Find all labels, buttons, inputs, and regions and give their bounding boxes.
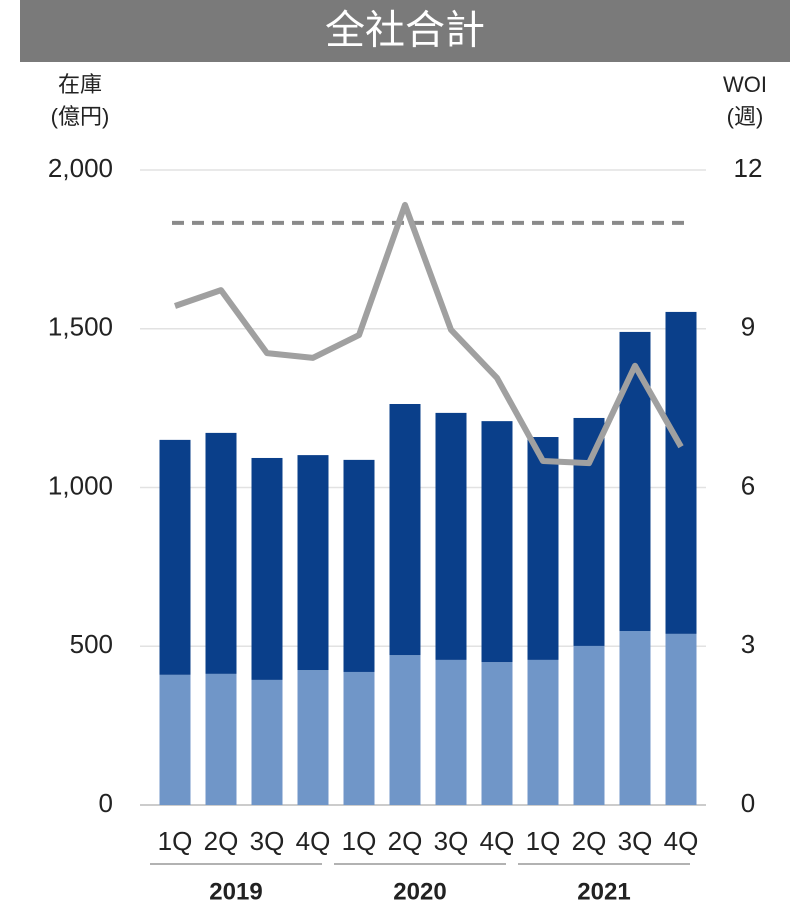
bar <box>297 670 329 805</box>
bar <box>619 331 651 632</box>
bar <box>297 455 329 671</box>
x-tick-label: 2Q <box>572 826 607 856</box>
x-tick-label: 2Q <box>388 826 423 856</box>
bar <box>343 459 375 672</box>
bar <box>435 412 467 660</box>
bar <box>665 311 697 634</box>
y2-tick-label: 9 <box>741 312 755 342</box>
bar <box>665 633 697 805</box>
x-tick-label: 2Q <box>204 826 239 856</box>
title-bar <box>20 0 790 62</box>
bar <box>619 631 651 805</box>
bar <box>205 673 237 805</box>
y2-axis-label: WOI <box>723 72 767 97</box>
bar <box>527 437 559 660</box>
bar <box>343 671 375 805</box>
group-label: 2020 <box>393 878 446 905</box>
group-label: 2019 <box>209 878 262 905</box>
x-tick-label: 1Q <box>526 826 561 856</box>
x-tick-label: 4Q <box>480 826 515 856</box>
x-tick-label: 1Q <box>158 826 193 856</box>
y2-tick-label: 0 <box>741 788 755 818</box>
x-tick-label: 3Q <box>618 826 653 856</box>
x-tick-label: 3Q <box>250 826 285 856</box>
chart-title: 全社合計 <box>325 9 485 53</box>
bar <box>527 659 559 805</box>
line <box>174 201 684 467</box>
bar <box>481 421 513 663</box>
x-tick-label: 4Q <box>664 826 699 856</box>
y-axis-label: (億円) <box>51 104 110 129</box>
y2-tick-label: 3 <box>741 629 755 659</box>
y2-tick-label: 12 <box>734 153 763 183</box>
bar <box>389 655 421 805</box>
bar <box>573 645 605 805</box>
bar <box>389 403 421 656</box>
y-tick-label: 1,500 <box>48 312 113 342</box>
bar <box>573 417 605 646</box>
y-axis-label: 在庫 <box>58 72 102 97</box>
y-tick-label: 1,000 <box>48 470 113 500</box>
group-label: 2021 <box>577 878 630 905</box>
y-tick-label: 0 <box>99 788 113 818</box>
x-tick-label: 1Q <box>342 826 377 856</box>
y-tick-label: 500 <box>70 629 113 659</box>
bar <box>251 679 283 805</box>
y2-tick-label: 6 <box>741 470 755 500</box>
y-tick-label: 2,000 <box>48 153 113 183</box>
bar <box>159 439 191 675</box>
bar <box>435 659 467 805</box>
bar <box>159 674 191 805</box>
bar <box>251 457 283 680</box>
x-tick-label: 4Q <box>296 826 331 856</box>
bar <box>205 432 237 674</box>
bar <box>481 662 513 805</box>
x-tick-label: 3Q <box>434 826 469 856</box>
y2-axis-label: (週) <box>727 104 764 129</box>
